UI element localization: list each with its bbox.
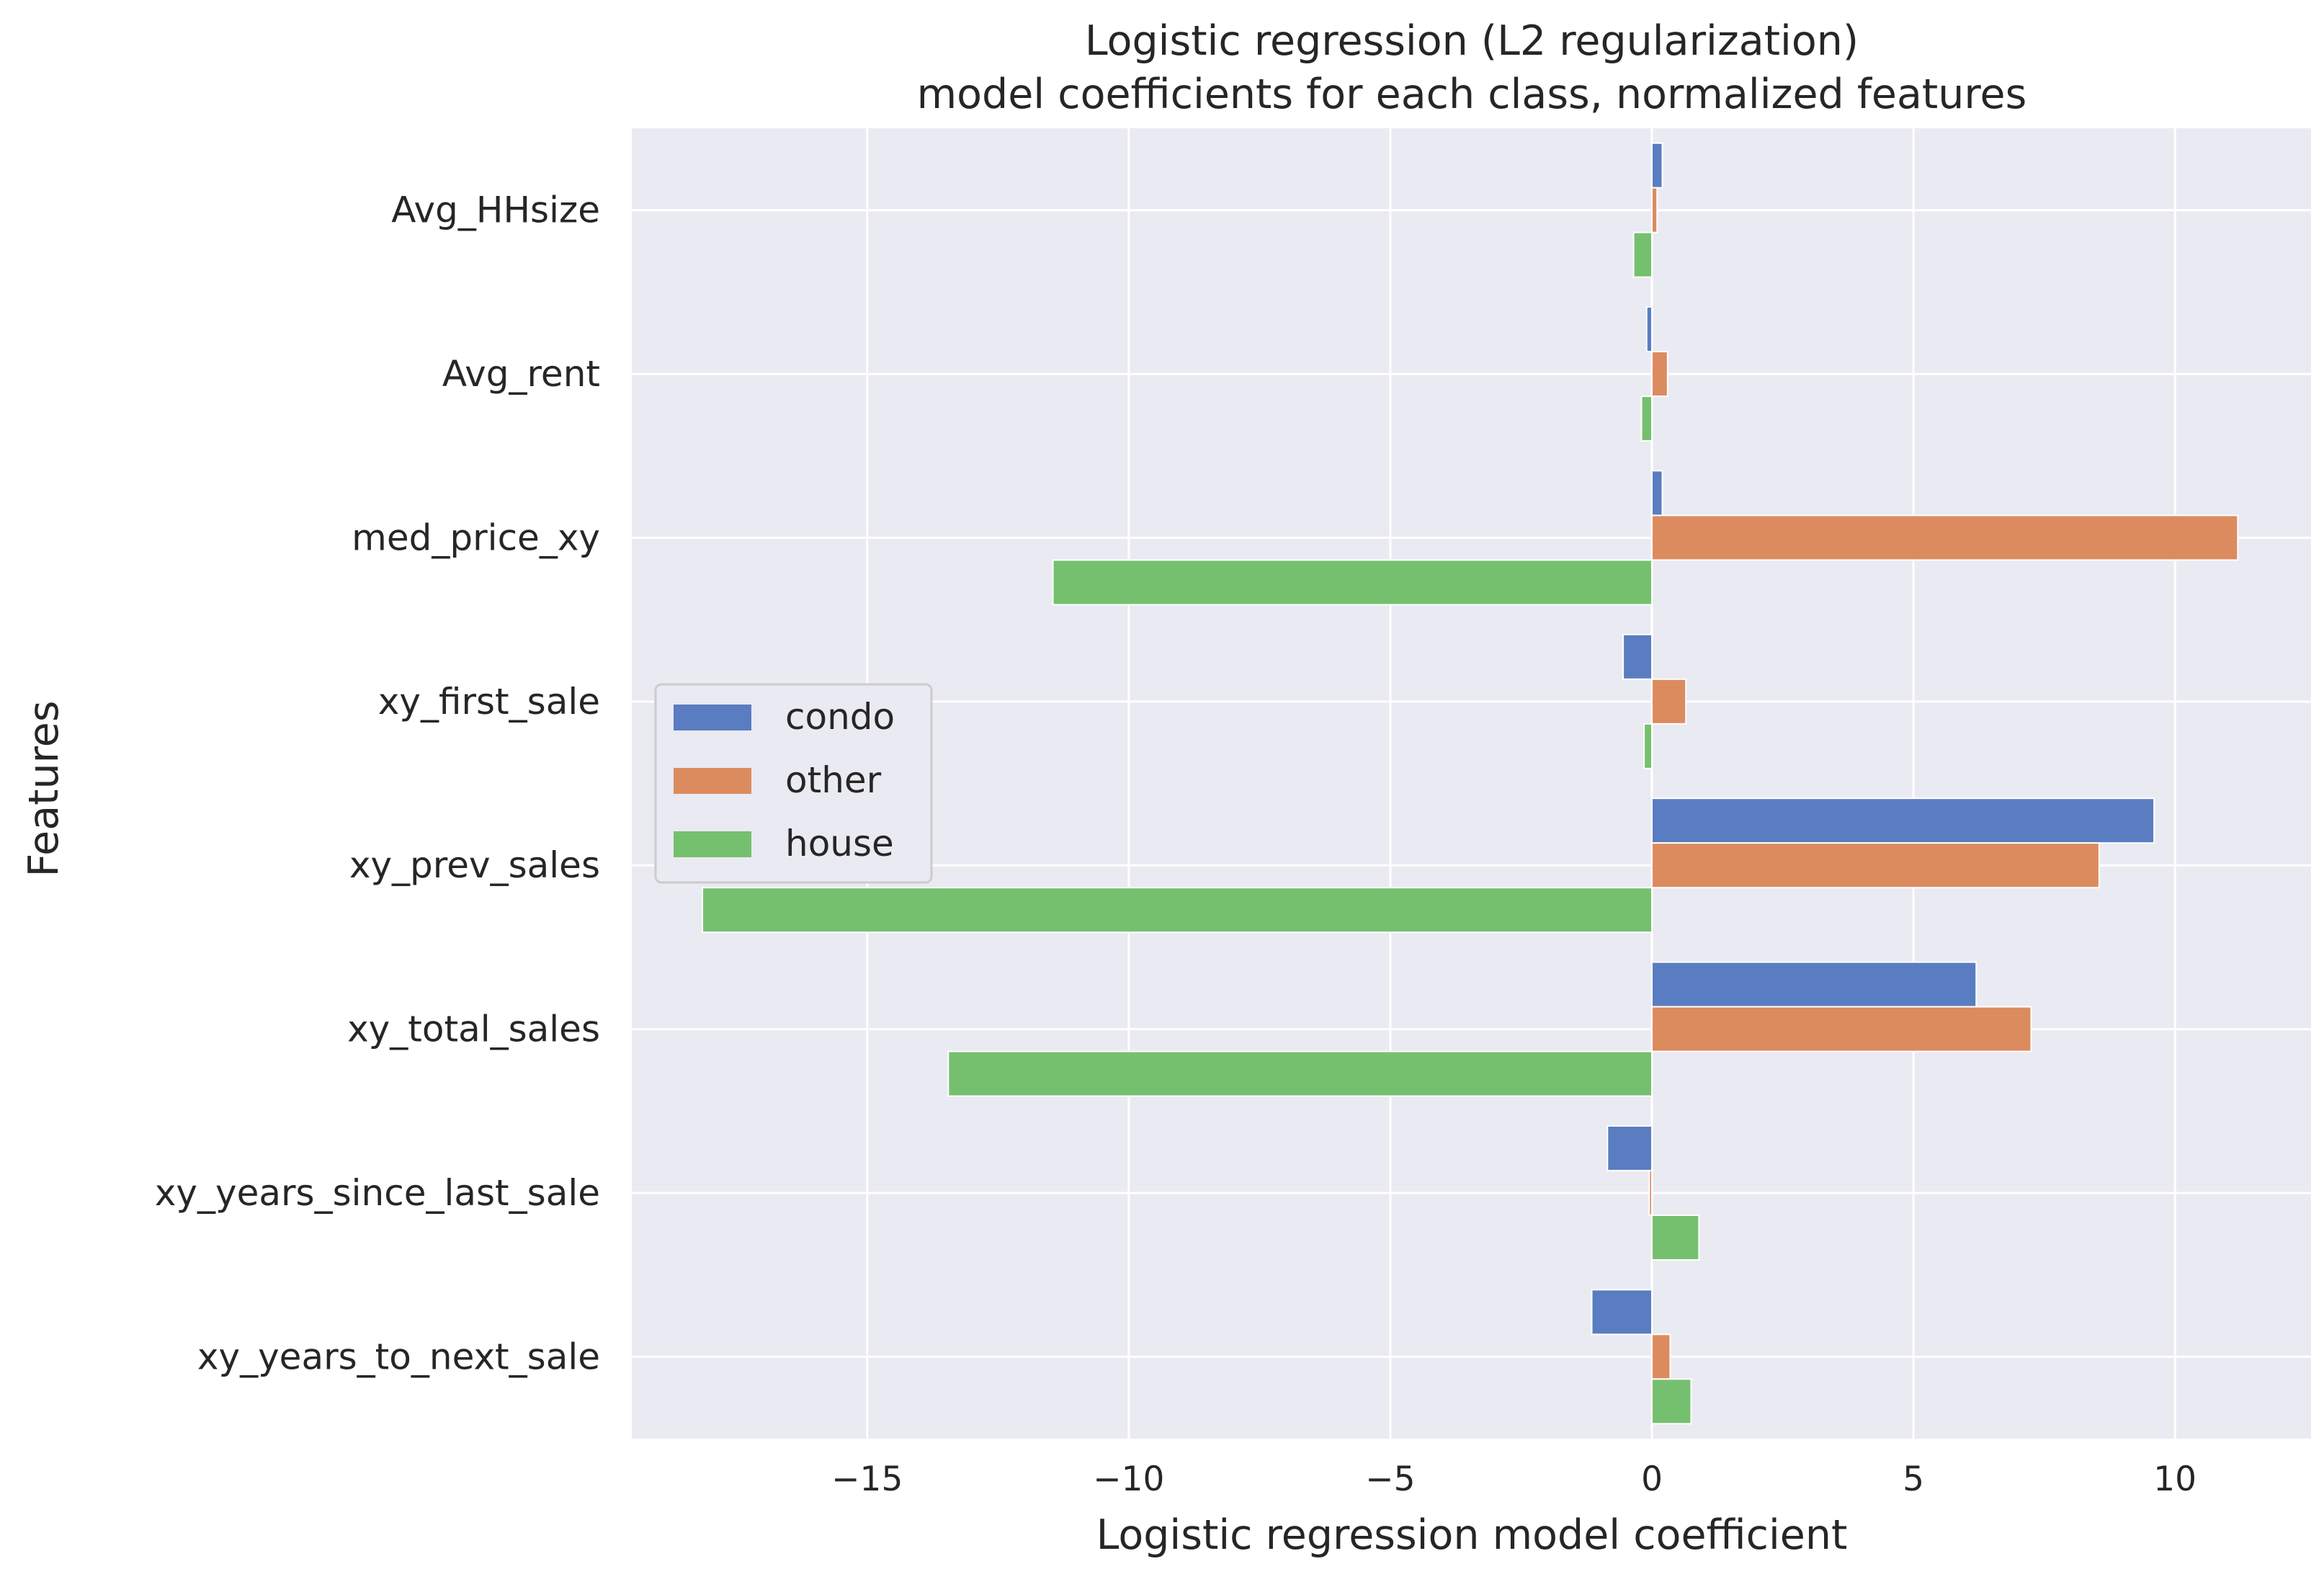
y-tick-label: xy_first_sale xyxy=(378,681,600,723)
bar-house-xy-first-sale xyxy=(1643,723,1653,769)
x-tick-label: −10 xyxy=(1093,1459,1164,1499)
bar-condo-xy-prev-sales xyxy=(1651,797,2155,844)
bar-other-avg-rent xyxy=(1651,351,1668,398)
y-tick-label: Avg_rent xyxy=(442,353,600,395)
bar-other-xy-prev-sales xyxy=(1651,842,2100,889)
legend-label-condo: condo xyxy=(785,696,895,738)
y-tick-label: med_price_xy xyxy=(352,517,600,558)
bar-house-xy-total-sales xyxy=(947,1050,1653,1097)
legend-label-house: house xyxy=(785,823,894,864)
bar-condo-xy-total-sales xyxy=(1651,961,1977,1008)
y-tick-label: xy_years_to_next_sale xyxy=(197,1336,600,1377)
bar-house-xy-prev-sales xyxy=(702,887,1653,934)
bar-condo-xy-years-since-last-sale xyxy=(1606,1125,1653,1171)
y-tick-label: xy_prev_sales xyxy=(349,844,600,886)
legend-label-other: other xyxy=(785,759,882,801)
y-tick-label: Avg_HHsize xyxy=(391,189,600,231)
y-tick-label: xy_years_since_last_sale xyxy=(155,1172,600,1214)
x-tick-label: −15 xyxy=(831,1459,903,1499)
chart-title-line-1: Logistic regression (L2 regularization) xyxy=(1085,17,1859,65)
bar-other-xy-total-sales xyxy=(1651,1006,2032,1052)
bar-other-xy-first-sale xyxy=(1651,678,1687,725)
x-tick-label: −5 xyxy=(1365,1459,1415,1499)
bar-house-avg-hhsize xyxy=(1632,231,1653,278)
y-axis-label: Features xyxy=(20,700,68,877)
chart-title-line-2: model coefficients for each class, norma… xyxy=(917,71,2027,118)
legend-swatch-house xyxy=(674,831,751,857)
legend-items: condo other house xyxy=(674,696,895,864)
legend-swatch-other xyxy=(674,768,751,794)
bar-condo-med-price-xy xyxy=(1651,470,1663,517)
x-tick-label: 10 xyxy=(2153,1459,2196,1499)
bar-condo-xy-first-sale xyxy=(1622,633,1653,680)
bar-condo-avg-hhsize xyxy=(1651,142,1663,189)
x-tick-label: 5 xyxy=(1903,1459,1924,1499)
x-tick-label: 0 xyxy=(1641,1459,1663,1499)
legend: condo other house xyxy=(654,683,933,884)
legend-swatch-condo xyxy=(674,705,751,730)
bar-other-avg-hhsize xyxy=(1651,187,1658,233)
bar-house-avg-rent xyxy=(1640,395,1653,442)
bar-other-xy-years-to-next-sale xyxy=(1651,1333,1671,1380)
x-axis-label: Logistic regression model coefficient xyxy=(1096,1511,1848,1559)
y-tick-label: xy_total_sales xyxy=(347,1009,600,1050)
bar-condo-xy-years-to-next-sale xyxy=(1591,1289,1653,1336)
bar-other-med-price-xy xyxy=(1651,514,2239,561)
bar-layer xyxy=(702,142,2239,1425)
tick-layer: −15 −10 −5 0 5 10 Avg_HHsize Avg_rent med_price_… xyxy=(155,189,2196,1499)
bar-house-xy-years-since-last-sale xyxy=(1651,1214,1700,1261)
bar-house-xy-years-to-next-sale xyxy=(1651,1378,1692,1425)
bar-condo-avg-rent xyxy=(1645,306,1653,353)
bar-other-xy-years-since-last-sale xyxy=(1648,1169,1653,1216)
bar-house-med-price-xy xyxy=(1052,559,1653,606)
